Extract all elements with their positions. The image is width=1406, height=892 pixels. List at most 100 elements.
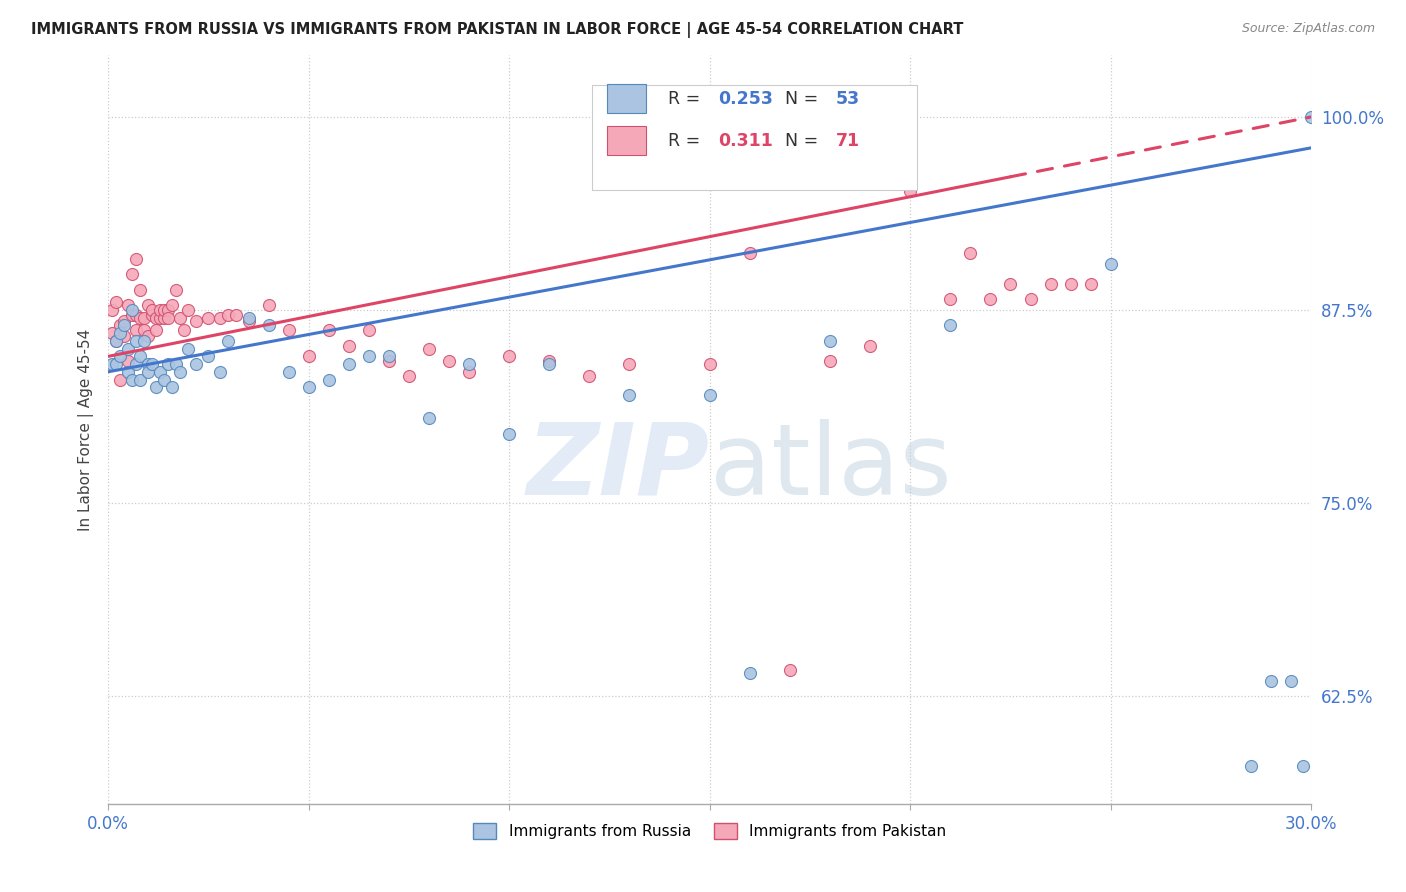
Point [498,426,520,441]
Y-axis label: In Labor Force | Age 45-54: In Labor Force | Age 45-54 [79,328,94,531]
Point [538,354,561,368]
Point [437,354,460,368]
Point [337,338,360,352]
Point [578,369,600,384]
Point [125,252,148,266]
Point [162,298,184,312]
Point [105,295,128,310]
Point [177,342,200,356]
Point [125,357,148,371]
Point [225,308,247,322]
Text: N =: N = [786,89,824,108]
Point [108,326,131,341]
Point [859,338,882,352]
Point [125,334,148,348]
Point [129,372,152,386]
Text: ZIP: ZIP [527,418,710,516]
Point [619,357,641,371]
Point [162,380,184,394]
Point [101,357,124,371]
Point [186,357,208,371]
FancyBboxPatch shape [592,85,917,190]
Point [136,329,159,343]
Point [538,357,561,371]
Point [898,184,921,198]
Point [337,357,360,371]
Point [779,663,801,677]
Text: Source: ZipAtlas.com: Source: ZipAtlas.com [1241,22,1375,36]
FancyBboxPatch shape [607,85,645,112]
Point [738,245,761,260]
Point [157,357,180,371]
Text: R =: R = [668,131,706,150]
Point [1260,673,1282,688]
Point [738,666,761,681]
Point [145,323,167,337]
Point [418,342,440,356]
Point [149,310,172,325]
Point [165,283,187,297]
Point [141,308,163,322]
Point [498,350,520,364]
Point [117,298,139,312]
Point [153,372,176,386]
Point [149,365,172,379]
Point [277,365,299,379]
Text: 53: 53 [837,89,860,108]
Point [378,350,401,364]
Point [1292,758,1315,772]
Point [1240,758,1263,772]
Point [121,308,143,322]
Point [105,357,128,371]
Point [298,380,321,394]
Point [318,372,340,386]
Point [157,303,180,318]
Text: IMMIGRANTS FROM RUSSIA VS IMMIGRANTS FROM PAKISTAN IN LABOR FORCE | AGE 45-54 CO: IMMIGRANTS FROM RUSSIA VS IMMIGRANTS FRO… [31,22,963,38]
Point [378,354,401,368]
Point [818,334,841,348]
Point [121,303,143,318]
Point [169,365,191,379]
Point [173,323,195,337]
Point [149,303,172,318]
Point [298,350,321,364]
Point [129,283,152,297]
Point [209,365,232,379]
Point [108,318,131,333]
Point [177,303,200,318]
Point [134,323,156,337]
Point [357,350,380,364]
Text: 71: 71 [837,131,860,150]
Point [398,369,420,384]
Point [318,323,340,337]
Text: N =: N = [786,131,824,150]
Point [165,357,187,371]
Point [1279,673,1302,688]
Point [197,310,219,325]
Point [1301,110,1323,124]
Point [418,411,440,425]
Point [145,310,167,325]
Point [238,314,260,328]
Point [238,310,260,325]
Point [257,318,280,333]
Point [186,314,208,328]
Point [209,310,232,325]
Point [277,323,299,337]
Point [1039,277,1062,291]
Point [129,350,152,364]
Point [458,357,481,371]
Point [117,365,139,379]
Point [121,372,143,386]
Point [1059,277,1081,291]
Point [141,357,163,371]
Text: 0.311: 0.311 [718,131,773,150]
Legend: Immigrants from Russia, Immigrants from Pakistan: Immigrants from Russia, Immigrants from … [467,817,952,846]
Point [136,357,159,371]
Point [153,310,176,325]
Point [619,388,641,402]
FancyBboxPatch shape [607,127,645,155]
Point [121,268,143,282]
Point [105,334,128,348]
Point [153,303,176,318]
